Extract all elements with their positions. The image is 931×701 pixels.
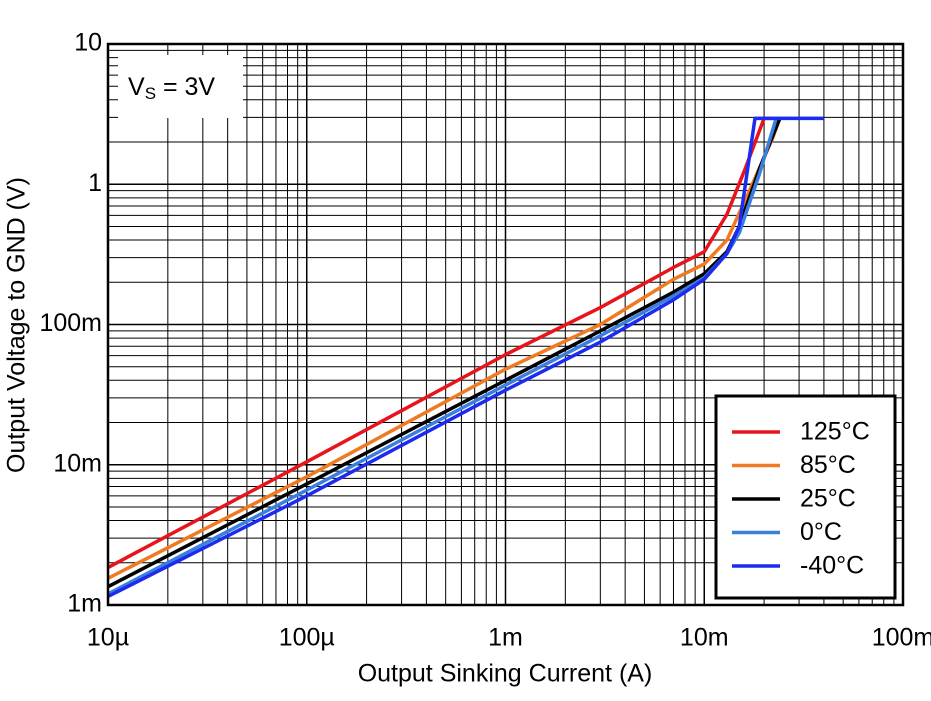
annotation: VS = 3V <box>128 73 215 104</box>
legend-label: -40°C <box>800 552 864 580</box>
legend-box <box>714 394 897 600</box>
y-tick-label: 100m <box>39 309 102 337</box>
series-line <box>107 116 824 599</box>
series-line <box>107 116 773 570</box>
x-tick-label: 10µ <box>87 624 129 652</box>
y-tick-label: 1m <box>67 590 102 618</box>
x-axis-label: Output Sinking Current (A) <box>358 660 653 688</box>
legend-label: 85°C <box>800 451 856 479</box>
series-line <box>107 117 778 596</box>
y-tick-label: 10 <box>74 29 102 57</box>
annotation-box <box>118 55 243 118</box>
legend-label: 0°C <box>800 518 842 546</box>
x-tick-label: 100µ <box>279 624 335 652</box>
series-line <box>107 117 782 589</box>
y-axis-label: Output Voltage to GND (V) <box>3 177 31 473</box>
y-tick-label: 1 <box>88 169 102 197</box>
x-tick-label: 1m <box>488 624 523 652</box>
annotation-part: S <box>145 84 156 103</box>
plot-border <box>106 42 905 607</box>
x-tick-label: 10m <box>680 624 729 652</box>
x-tick-label: 100m <box>872 624 931 652</box>
series-line <box>107 117 782 580</box>
legend-label: 125°C <box>800 418 870 446</box>
legend-label: 25°C <box>800 485 856 513</box>
annotation-part: V <box>128 73 145 101</box>
annotation-part: = 3V <box>156 73 215 101</box>
y-tick-label: 10m <box>53 449 102 477</box>
